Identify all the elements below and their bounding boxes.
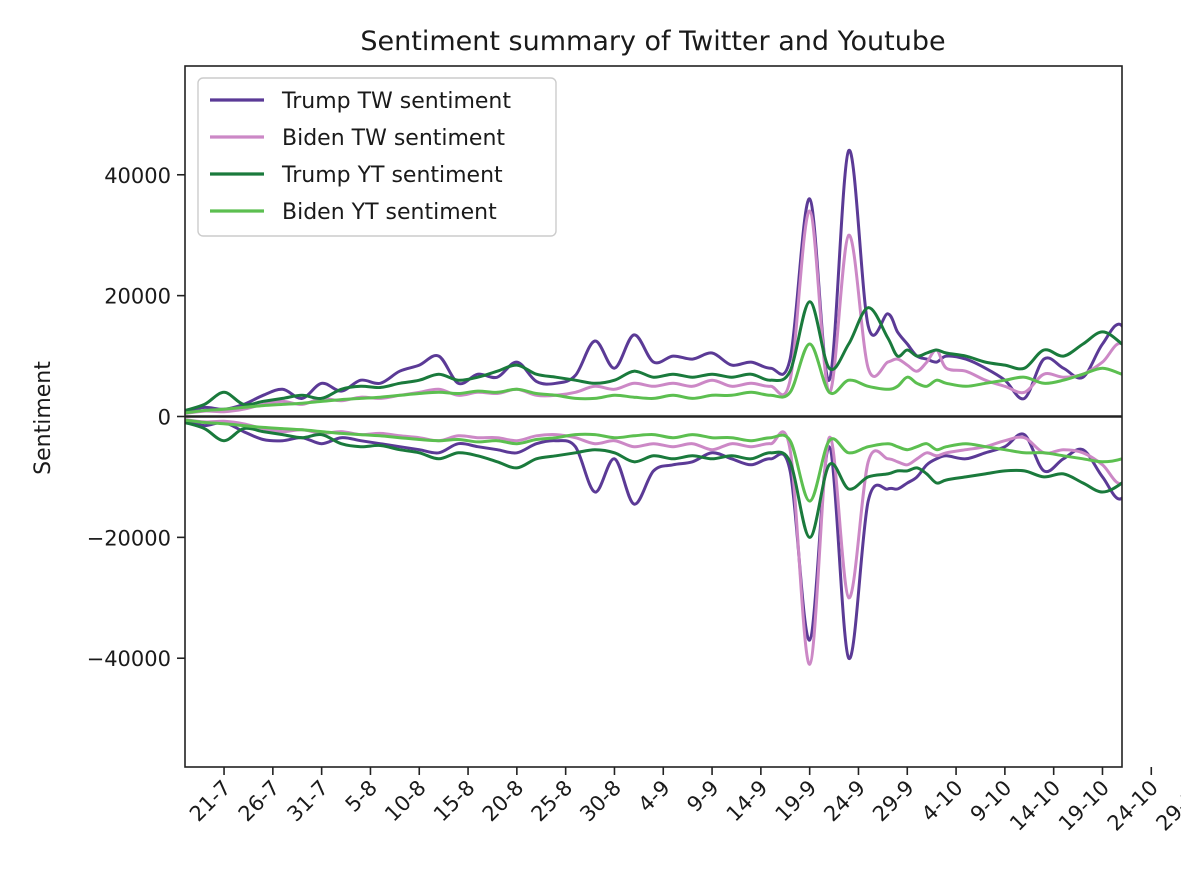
y-tick-label: −20000 (87, 526, 171, 550)
x-axis: 21-726-731-7 5-810-815-820-825-830-8 4-9 9-… (185, 767, 1181, 836)
y-tick-label: −40000 (87, 647, 171, 671)
x-tick-label: 19-9 (771, 776, 822, 827)
x-tick-label: 24-10 (1103, 776, 1163, 836)
x-tick-label: 10-8 (380, 776, 431, 827)
y-axis: 40000 20000 0 −20000 −40000 (87, 164, 185, 671)
legend: Trump TW sentiment Biden TW sentiment Trum… (197, 77, 557, 237)
legend-label: Biden TW sentiment (282, 126, 505, 151)
x-tick-label: 26-7 (234, 776, 285, 827)
legend-label: Trump TW sentiment (281, 89, 511, 114)
x-tick-label: 25-8 (527, 776, 578, 827)
legend-label: Biden YT sentiment (282, 200, 497, 225)
series-line-4-negative (185, 418, 1122, 503)
series-line-3-negative (185, 421, 1122, 539)
x-tick-label: 29-9 (868, 776, 919, 827)
x-tick-label: 15-8 (429, 776, 480, 827)
x-tick-label: 4-10 (917, 776, 968, 827)
x-tick-label: 19-10 (1054, 776, 1114, 836)
chart-title: Sentiment summary of Twitter and Youtube (360, 26, 945, 57)
plot-area (185, 149, 1122, 666)
x-tick-label: 14-10 (1005, 776, 1065, 836)
x-tick-label: 24-9 (819, 776, 870, 827)
legend-box (197, 77, 557, 237)
y-tick-label: 20000 (104, 285, 171, 309)
x-tick-label: 30-8 (575, 776, 626, 827)
x-tick-label: 4-9 (634, 776, 675, 817)
series-line-3-positive (185, 300, 1122, 412)
x-tick-label: 9-9 (682, 776, 723, 817)
legend-label: Trump YT sentiment (281, 163, 503, 188)
y-axis-label: Sentiment (31, 361, 56, 475)
x-tick-label: 29-10 (1151, 776, 1181, 836)
plot-frame (184, 65, 1123, 768)
x-tick-label: 31-7 (283, 776, 334, 827)
x-tick-label: 21-7 (185, 776, 236, 827)
series-line-4-positive (185, 342, 1122, 415)
y-tick-label: 0 (158, 406, 171, 430)
y-tick-label: 40000 (104, 164, 171, 188)
x-tick-label: 20-8 (478, 776, 529, 827)
x-tick-label: 5-8 (341, 776, 382, 817)
x-tick-label: 14-9 (722, 776, 773, 827)
